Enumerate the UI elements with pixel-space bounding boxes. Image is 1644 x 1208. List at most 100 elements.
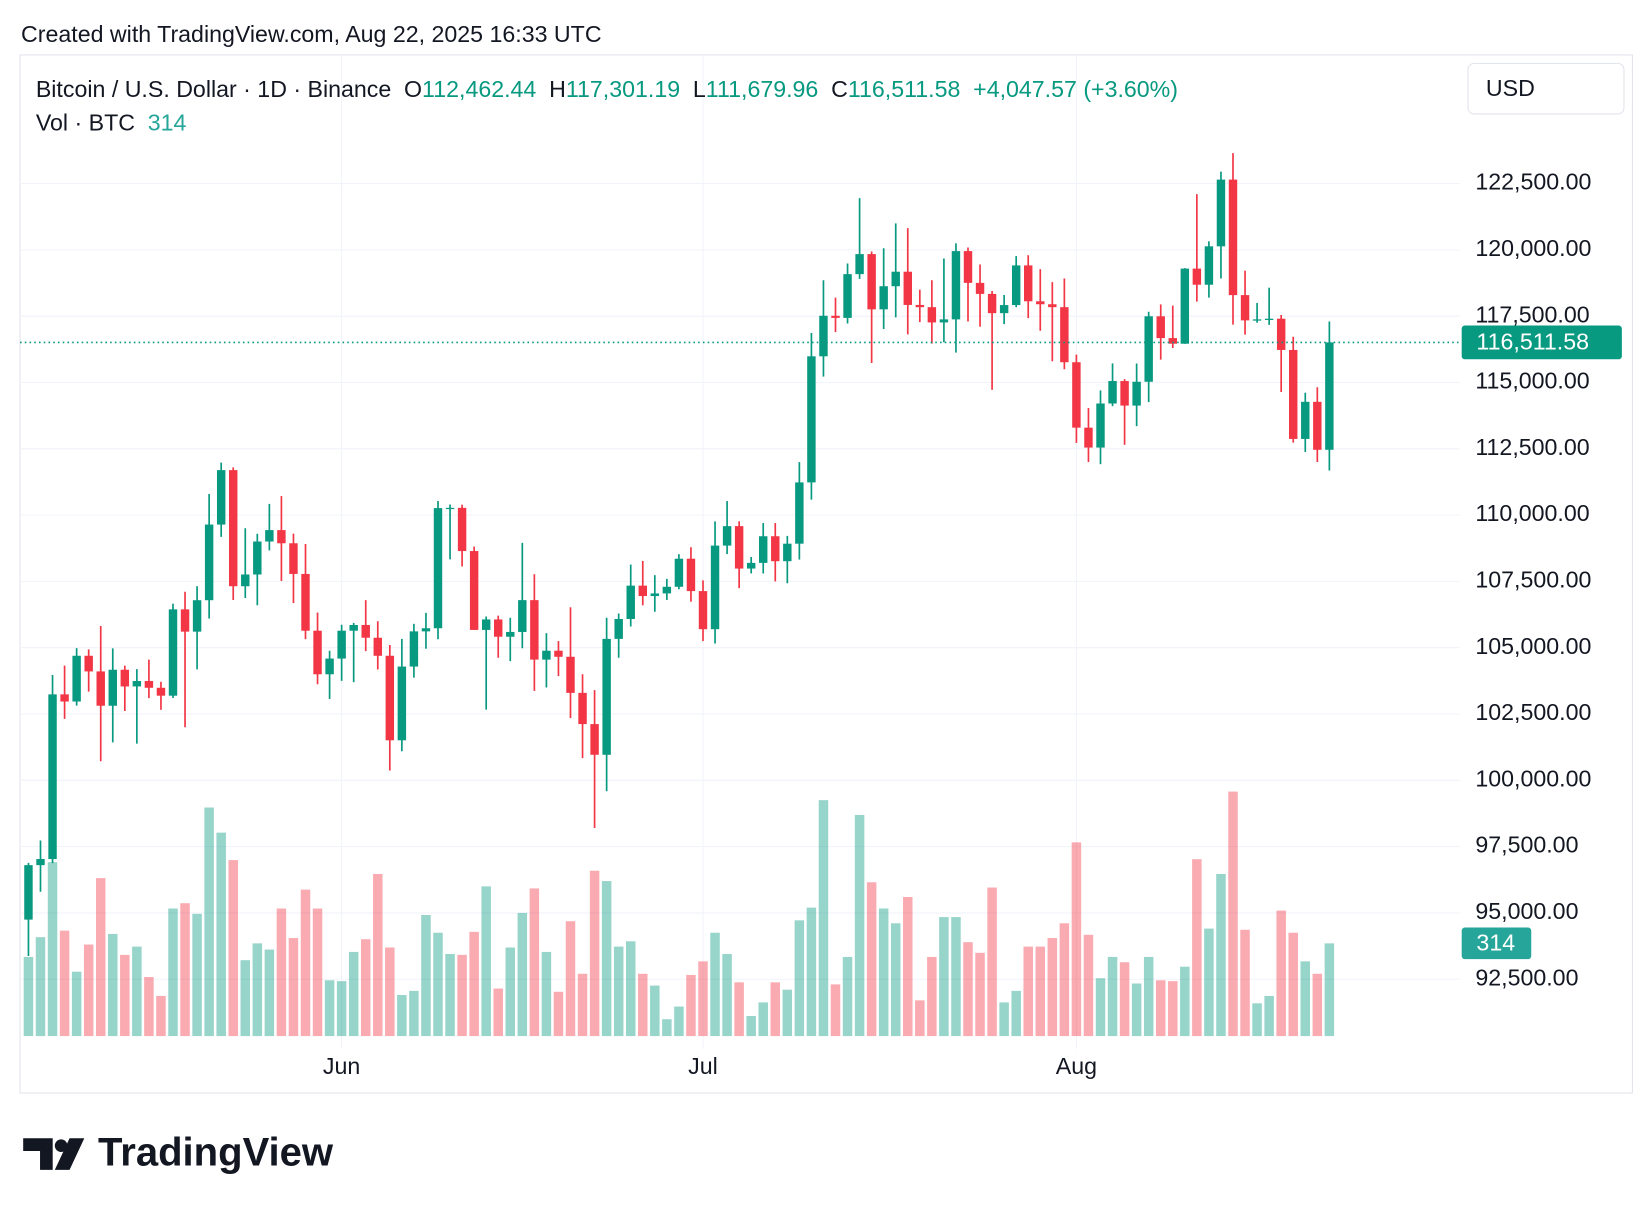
volume-bar bbox=[204, 807, 214, 1037]
volume-bar bbox=[348, 951, 359, 1037]
candle-body bbox=[626, 585, 635, 619]
volume-bar bbox=[59, 930, 70, 1037]
candle-body bbox=[156, 687, 166, 696]
volume-bar bbox=[1107, 956, 1118, 1037]
candle-body bbox=[518, 600, 527, 632]
legend-open-label: O bbox=[404, 76, 422, 102]
candle-body bbox=[494, 619, 503, 637]
candle-body bbox=[1144, 316, 1153, 382]
candle-body bbox=[108, 669, 117, 706]
currency-button[interactable] bbox=[1467, 62, 1625, 115]
volume-bar bbox=[903, 896, 913, 1037]
logo-text: TradingView bbox=[98, 1131, 334, 1175]
candle-body bbox=[301, 573, 310, 631]
candle-body bbox=[96, 671, 105, 706]
currency-label[interactable]: USD bbox=[1486, 75, 1535, 101]
candle-body bbox=[180, 609, 190, 632]
candle-body bbox=[337, 630, 346, 659]
chart-frame bbox=[19, 54, 1633, 1094]
y-tick-label: 102,500.00 bbox=[1475, 699, 1591, 725]
volume-bar bbox=[710, 932, 720, 1037]
volume-bar bbox=[1288, 932, 1298, 1037]
volume-bar bbox=[1047, 938, 1058, 1037]
candle-body bbox=[373, 637, 382, 656]
candle-body bbox=[999, 305, 1009, 314]
y-tick-label: 95,000.00 bbox=[1475, 898, 1578, 924]
volume-bar bbox=[1071, 842, 1082, 1037]
candle-body bbox=[915, 304, 925, 308]
candle-body bbox=[325, 658, 334, 675]
volume-bar bbox=[276, 908, 287, 1037]
logo: TradingView bbox=[23, 1131, 334, 1175]
y-tick-label: 92,500.00 bbox=[1475, 964, 1578, 990]
candle-body bbox=[361, 624, 370, 638]
volume-bar bbox=[1059, 923, 1070, 1037]
volume-bar bbox=[1264, 995, 1274, 1037]
candle-body bbox=[1216, 179, 1226, 247]
volume-bar bbox=[360, 939, 371, 1037]
volume-bar bbox=[529, 888, 540, 1037]
candle-body bbox=[397, 666, 407, 741]
candle-body bbox=[192, 600, 202, 632]
candle-body bbox=[1060, 307, 1069, 363]
last-price-label: 116,511.58 bbox=[1476, 329, 1589, 355]
volume-bar bbox=[915, 1000, 925, 1037]
candle-body bbox=[771, 536, 780, 562]
volume-bar bbox=[601, 881, 612, 1037]
candle-body bbox=[1289, 349, 1298, 439]
volume-bar bbox=[144, 977, 154, 1037]
volume-bar bbox=[373, 873, 383, 1037]
volume-bar bbox=[132, 946, 142, 1037]
header: Created with TradingView.com, Aug 22, 20… bbox=[21, 21, 602, 47]
candle-body bbox=[746, 562, 756, 569]
volume-bar bbox=[1035, 946, 1046, 1037]
volume-bar bbox=[71, 971, 82, 1037]
y-tick-label: 120,000.00 bbox=[1475, 235, 1591, 261]
volume-bar bbox=[324, 980, 335, 1037]
volume-bar bbox=[433, 932, 443, 1037]
volume-bar bbox=[638, 973, 648, 1037]
volume-bar bbox=[866, 882, 877, 1037]
candle-body bbox=[1252, 319, 1262, 321]
volume-bar bbox=[264, 949, 275, 1037]
volume-bar bbox=[794, 920, 805, 1037]
volume-bar bbox=[1119, 962, 1130, 1037]
candle-body bbox=[1120, 381, 1129, 406]
volume-bar bbox=[1228, 791, 1238, 1037]
last-price-box bbox=[1461, 325, 1622, 360]
last-volume-box bbox=[1461, 927, 1532, 960]
candle-body bbox=[542, 650, 551, 660]
candle-body bbox=[1228, 179, 1238, 296]
y-tick-label: 117,500.00 bbox=[1475, 301, 1589, 327]
candle-body bbox=[1240, 295, 1250, 321]
candle-body bbox=[855, 254, 864, 275]
candle-body bbox=[168, 609, 178, 696]
volume-bar bbox=[252, 943, 263, 1037]
candle-body bbox=[602, 638, 611, 755]
volume-bar bbox=[999, 1002, 1009, 1037]
candle-body bbox=[144, 681, 154, 688]
candle-body bbox=[867, 254, 876, 310]
candle-body bbox=[1180, 268, 1190, 344]
candle-body bbox=[578, 692, 587, 725]
candle-body bbox=[60, 694, 69, 702]
candle-body bbox=[120, 669, 130, 687]
candle-body bbox=[1313, 401, 1322, 450]
candle-body bbox=[530, 600, 539, 660]
volume-bar bbox=[1011, 990, 1021, 1037]
volume-bar bbox=[445, 953, 455, 1037]
candle-body bbox=[1084, 427, 1093, 448]
volume-bar bbox=[589, 870, 600, 1037]
volume-bar bbox=[1324, 943, 1335, 1037]
volume-bar bbox=[577, 973, 588, 1037]
volume-bar bbox=[782, 989, 793, 1037]
x-tick-label: Jul bbox=[688, 1053, 718, 1079]
volume-legend: Vol · BTC 314 bbox=[36, 110, 187, 136]
volume-bar bbox=[698, 961, 708, 1037]
candle-body bbox=[1192, 268, 1202, 285]
volume-layer bbox=[23, 791, 1335, 1037]
candle-body bbox=[879, 286, 888, 310]
volume-bar bbox=[963, 942, 973, 1037]
candle-body bbox=[843, 274, 852, 318]
candle-body bbox=[710, 545, 720, 630]
